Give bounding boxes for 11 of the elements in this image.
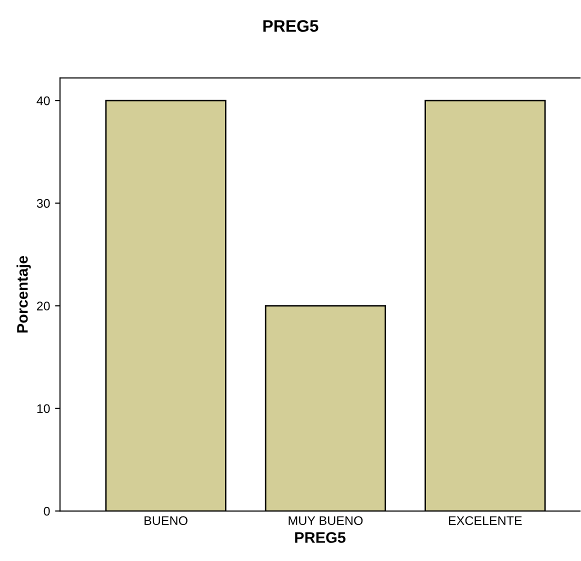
x-axis-title: PREG5 — [295, 532, 346, 543]
y-tick-label: 0 — [44, 506, 50, 516]
y-tick-label: 40 — [36, 96, 50, 106]
x-tick-label: BUENO — [144, 516, 188, 526]
y-axis-title: Porcentaje — [16, 256, 31, 333]
y-tick-label: 30 — [36, 198, 50, 208]
x-tick-label: EXCELENTE — [449, 516, 522, 526]
y-tick-label: 10 — [37, 404, 50, 414]
chart-title: PREG5 — [263, 20, 318, 32]
y-tick-label: 20 — [37, 302, 50, 310]
x-tick-label: MUY BUENO — [288, 516, 363, 526]
